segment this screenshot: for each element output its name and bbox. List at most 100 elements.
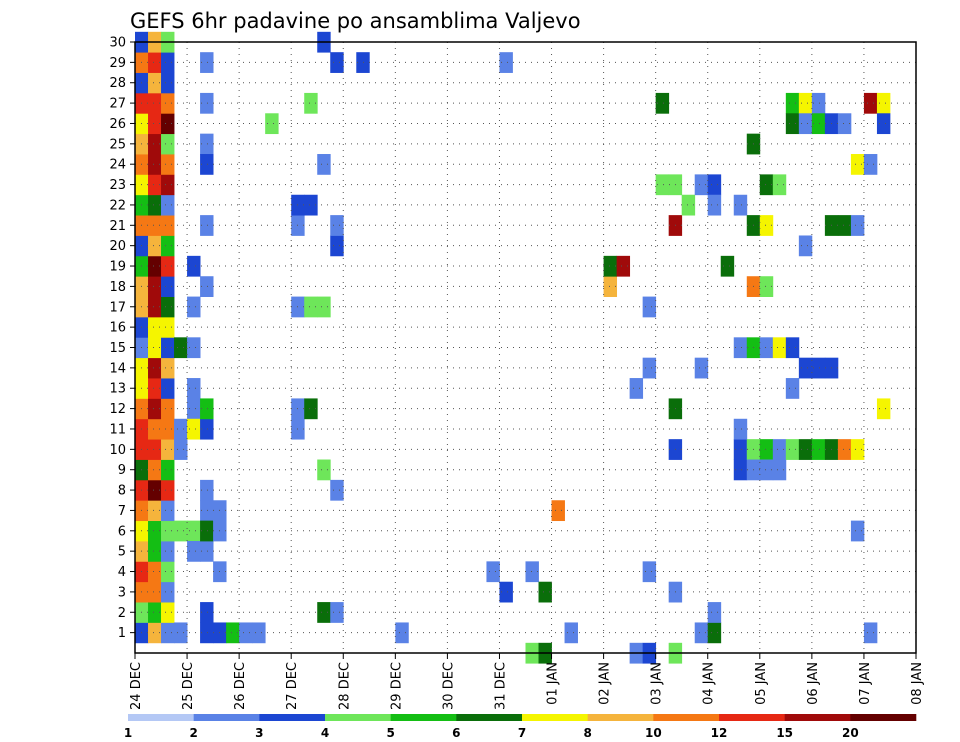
heatmap-cell: [161, 540, 175, 562]
heatmap-cell: [252, 622, 266, 644]
heatmap-cell: [876, 398, 891, 420]
y-tick-label: 20: [109, 239, 126, 254]
heatmap-cell: [187, 540, 201, 562]
heatmap-cell: [161, 500, 175, 522]
y-tick-label: 9: [118, 463, 126, 478]
colorbar-swatch: [850, 714, 917, 721]
heatmap-cell: [148, 479, 162, 501]
heatmap-cell: [772, 459, 787, 481]
heatmap-cell: [200, 133, 214, 155]
heatmap-cell: [200, 622, 214, 644]
heatmap-cell: [148, 235, 162, 257]
heatmap-cell: [161, 113, 175, 135]
heatmap-cell: [629, 378, 644, 399]
heatmap-cell: [148, 133, 162, 155]
heatmap-cell: [772, 337, 787, 359]
heatmap-cell: [317, 296, 331, 318]
heatmap-cell: [304, 296, 318, 318]
heatmap-cell: [785, 92, 800, 114]
heatmap-cell: [161, 174, 175, 196]
heatmap-cell: [161, 378, 175, 399]
colorbar-swatch: [259, 714, 326, 721]
heatmap-cell: [850, 520, 865, 542]
heatmap-cell: [174, 622, 188, 644]
y-tick-label: 13: [109, 382, 126, 397]
heatmap-cell: [304, 398, 318, 420]
heatmap-cell: [161, 398, 175, 420]
x-tick-label: 01 JAN: [546, 662, 561, 705]
y-tick-label: 29: [109, 56, 126, 71]
heatmap-cell: [148, 520, 162, 542]
heatmap-cell: [148, 72, 162, 94]
heatmap-cell: [811, 92, 826, 114]
heatmap-cell: [161, 154, 175, 175]
heatmap-cell: [707, 622, 722, 644]
heatmap-cell: [148, 316, 162, 338]
heatmap-cell: [317, 602, 331, 623]
heatmap-cell: [148, 337, 162, 359]
heatmap-cell: [707, 194, 722, 216]
colorbar-swatch: [325, 714, 391, 721]
heatmap-cell: [161, 459, 175, 481]
heatmap-cell: [161, 92, 175, 114]
heatmap-cell: [148, 296, 162, 318]
heatmap-cell: [200, 154, 214, 175]
heatmap-cell: [161, 133, 175, 155]
colorbar-swatch: [193, 714, 260, 721]
y-axis: 1234567891011121314151617181920212223242…: [109, 36, 135, 641]
y-tick-label: 23: [109, 178, 126, 193]
heatmap-cell: [694, 357, 709, 379]
colorbar-swatch: [784, 714, 851, 721]
heatmap-cell: [200, 540, 214, 562]
heatmap-cell: [148, 398, 162, 420]
colorbar-swatch: [653, 714, 720, 721]
heatmap-cell: [200, 52, 214, 73]
heatmap-cell: [200, 479, 214, 501]
heatmap-cell: [798, 92, 813, 114]
heatmap-cell: [850, 215, 865, 236]
heatmap-cell: [330, 215, 344, 236]
heatmap-cell: [863, 622, 878, 644]
y-tick-label: 22: [109, 198, 126, 213]
colorbar-swatch: [456, 714, 523, 721]
heatmap-cell: [876, 113, 891, 135]
heatmap-cell: [876, 92, 891, 114]
colorbar-label: 10: [645, 726, 662, 740]
grid-layer: [135, 42, 916, 653]
colorbar-label: 7: [518, 726, 526, 740]
colorbar-label: 15: [776, 726, 793, 740]
colorbar-swatch: [719, 714, 785, 721]
x-tick-label: 31 DEC: [493, 662, 508, 710]
y-tick-label: 5: [118, 545, 126, 560]
heatmap-cell: [148, 540, 162, 562]
heatmap-cell: [148, 215, 162, 236]
x-tick-label: 25 DEC: [181, 662, 196, 710]
heatmap-cell: [174, 520, 188, 542]
heatmap-cell: [161, 581, 175, 603]
heatmap-cell: [187, 418, 201, 440]
heatmap-cell: [356, 52, 370, 73]
heatmap-cell: [148, 561, 162, 583]
heatmap-cell: [239, 622, 253, 644]
colorbar-label: 1: [124, 726, 132, 740]
heatmap-cell: [642, 296, 657, 318]
heatmap-cell: [720, 255, 735, 277]
colorbar-label: 5: [386, 726, 394, 740]
heatmap-cell: [161, 439, 175, 460]
heatmap-cell: [148, 622, 162, 644]
heatmap-cell: [174, 439, 188, 460]
heatmap-cell: [148, 500, 162, 522]
y-tick-label: 24: [109, 158, 126, 173]
heatmap-cell: [330, 479, 344, 501]
heatmap-cell: [187, 378, 201, 399]
heatmap-cell: [200, 500, 214, 522]
heatmap-cell: [785, 113, 800, 135]
heatmap-cell: [694, 622, 709, 644]
heatmap-cell: [148, 255, 162, 277]
heatmap-cell: [161, 194, 175, 216]
heatmap-cell: [707, 602, 722, 623]
heatmap-cell: [148, 92, 162, 114]
y-tick-label: 7: [118, 504, 126, 519]
heatmap-cell: [148, 581, 162, 603]
